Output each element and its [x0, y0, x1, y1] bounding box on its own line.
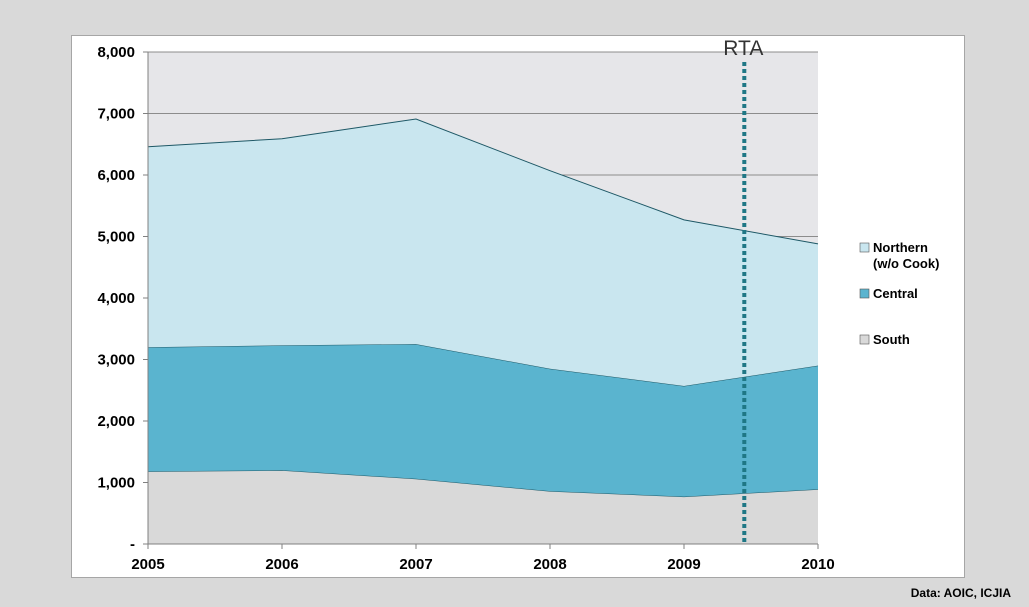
legend-label: Northern	[873, 240, 928, 255]
legend-swatch	[859, 334, 870, 345]
x-tick-label: 2006	[265, 556, 298, 573]
area-south	[148, 470, 818, 544]
y-tick-label: 4,000	[97, 290, 135, 307]
x-tick-label: 2007	[399, 556, 432, 573]
axes: - 1,000 2,000 3,000 4,000 5,000 6,000 7,000 8,00…	[97, 44, 834, 573]
y-tick-label: 7,000	[97, 106, 135, 123]
y-tick-label: 5,000	[97, 229, 135, 246]
legend: Northern(w/o Cook) Central South	[859, 240, 939, 347]
x-tick-label: 2008	[533, 556, 566, 573]
legend-swatch	[859, 288, 870, 299]
y-tick-label: 6,000	[97, 167, 135, 184]
x-tick-label: 2005	[131, 556, 164, 573]
area-northern-w-o-cook	[148, 119, 818, 386]
y-tick-label: 2,000	[97, 413, 135, 430]
legend-label: Central	[873, 286, 918, 301]
stacked-area-chart: - 1,000 2,000 3,000 4,000 5,000 6,000 7,000 8,00…	[97, 37, 939, 573]
rta-marker-label: RTA	[723, 37, 763, 60]
area-central	[148, 344, 818, 497]
x-tick-label: 2010	[801, 556, 834, 573]
source-note: Data: AOIC, ICJIA	[910, 586, 1011, 600]
series-line	[147, 118, 819, 245]
y-tick-label: 1,000	[97, 475, 135, 492]
y-tick-label: 3,000	[97, 352, 135, 369]
y-tick-label: 8,000	[97, 44, 135, 61]
legend-label: South	[873, 332, 910, 347]
y-tick-label: -	[130, 536, 135, 553]
legend-swatch	[859, 242, 870, 253]
x-tick-label: 2009	[667, 556, 700, 573]
chart-panel: - 1,000 2,000 3,000 4,000 5,000 6,000 7,000 8,00…	[71, 35, 965, 578]
rta-marker: RTA	[723, 37, 763, 544]
legend-label: (w/o Cook)	[873, 256, 939, 271]
area-series	[147, 118, 819, 544]
